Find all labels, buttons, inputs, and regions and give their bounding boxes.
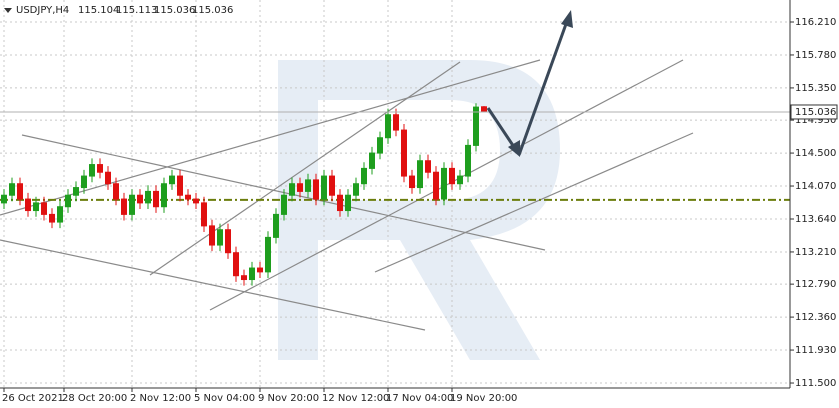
y-tick-label: 113.210 [795, 247, 836, 258]
candle-body [273, 213, 279, 238]
candle-body [209, 225, 215, 246]
candle-body [169, 175, 175, 185]
last-price-box [790, 104, 838, 120]
candle-body [105, 171, 111, 185]
candle-body [321, 175, 327, 200]
forecast-arrows [486, 10, 573, 157]
candle-body [385, 114, 391, 139]
y-tick-label: 111.930 [795, 345, 836, 356]
candle-body [425, 160, 431, 173]
menu-arrow[interactable] [4, 8, 12, 13]
candle-body [217, 229, 223, 246]
ohlc-close: 115.036 [192, 5, 233, 16]
candle-body [201, 202, 207, 227]
candle-body [145, 190, 151, 204]
candle-body [361, 167, 367, 185]
y-tick-label: 113.640 [795, 214, 836, 225]
y-tick-label: 111.500 [795, 378, 836, 389]
candle-body [433, 171, 439, 200]
candle-body [353, 183, 359, 196]
candle-body [1, 194, 7, 204]
candle-body [17, 183, 23, 200]
y-tick-label: 114.070 [795, 181, 836, 192]
candle-body [289, 183, 295, 196]
candle-body [369, 152, 375, 169]
last-price-label: 115.036 [795, 107, 836, 118]
x-tick-label: 9 Nov 20:00 [258, 393, 319, 404]
candle-body [57, 206, 63, 223]
x-tick-label: 12 Nov 12:00 [322, 393, 389, 404]
ohlc-low: 115.036 [154, 5, 195, 16]
candle-body [297, 183, 303, 192]
y-tick-label: 115.780 [795, 50, 836, 61]
candle-body [121, 198, 127, 215]
candle-body [281, 194, 287, 215]
candle-body [441, 167, 447, 200]
candle-body [9, 183, 15, 196]
candle-body [81, 175, 87, 189]
candle-body [345, 194, 351, 212]
candle-body [417, 160, 423, 189]
candle-body [241, 275, 247, 281]
candle-body [137, 194, 143, 204]
x-tick-label: 19 Nov 20:00 [450, 393, 517, 404]
candle-body [113, 183, 119, 200]
candle-body [193, 198, 199, 204]
y-tick-label: 114.930 [795, 115, 836, 126]
candle-body [225, 229, 231, 254]
candle-body [49, 213, 55, 223]
y-tick-label: 112.790 [795, 279, 836, 290]
plot [0, 103, 790, 286]
candle-body [401, 129, 407, 177]
x-tick-label: 28 Oct 20:00 [62, 393, 127, 404]
candle-body [393, 114, 399, 131]
candle-body [65, 194, 71, 208]
x-tick-label: 17 Nov 04:00 [386, 393, 453, 404]
y-tick-label: 114.500 [795, 148, 836, 159]
candle-body [265, 236, 271, 273]
y-tick-label: 116.210 [795, 17, 836, 28]
x-tick-label: 26 Oct 2021 [2, 393, 64, 404]
candle-body [457, 175, 463, 185]
candle-body [473, 106, 479, 146]
watermark [278, 60, 560, 360]
candle-body [129, 194, 135, 215]
candle-body [449, 167, 455, 185]
candle-body [73, 187, 79, 196]
x-tick-label: 5 Nov 04:00 [194, 393, 255, 404]
candle-body [249, 267, 255, 281]
candle-body [33, 202, 39, 212]
candle-body [481, 106, 487, 113]
ohlc-open: 115.104 [78, 5, 119, 16]
candle-body [233, 252, 239, 277]
candle-body [257, 267, 263, 273]
candle-body [177, 175, 183, 196]
candle-body [41, 202, 47, 215]
candle-body [25, 198, 31, 212]
candle-body [89, 164, 95, 177]
candle-body [409, 175, 415, 189]
candle-body [329, 175, 335, 196]
candle-body [337, 194, 343, 212]
candle-body [153, 190, 159, 208]
candle-body [465, 144, 471, 177]
y-tick-label: 115.350 [795, 83, 836, 94]
candle-body [313, 179, 319, 200]
y-tick-label: 112.360 [795, 312, 836, 323]
candle-body [305, 179, 311, 192]
candle-body [377, 137, 383, 154]
candle-body [97, 164, 103, 173]
x-tick-label: 2 Nov 12:00 [130, 393, 191, 404]
candle-body [185, 194, 191, 200]
ohlc-high: 115.113 [116, 5, 157, 16]
candle-body [161, 183, 167, 208]
symbol: USDJPY,H4 [16, 5, 69, 16]
